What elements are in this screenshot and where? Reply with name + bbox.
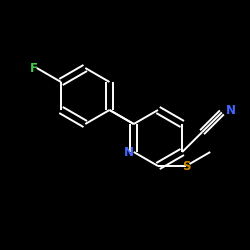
Text: S: S xyxy=(182,160,190,172)
Text: F: F xyxy=(30,62,38,74)
Text: N: N xyxy=(226,104,236,117)
Text: N: N xyxy=(124,146,134,158)
